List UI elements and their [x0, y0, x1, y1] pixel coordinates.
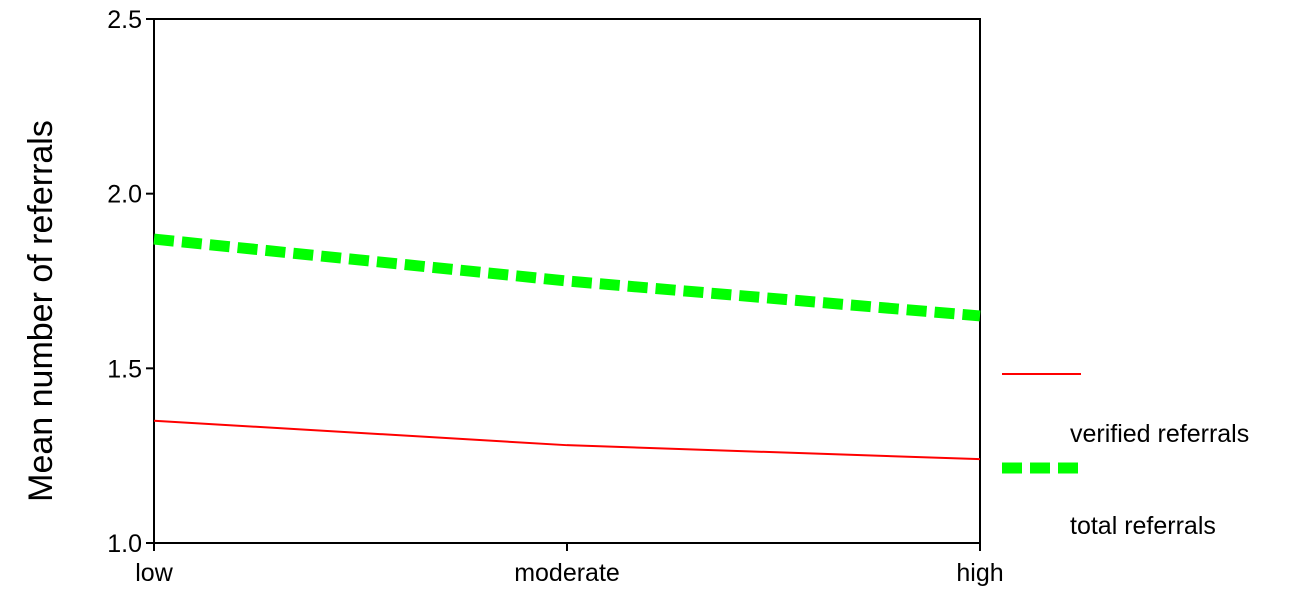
series-layer: [153, 233, 981, 461]
y-tick-label: 1.0: [107, 530, 142, 558]
legend-label-1: verified referrals: [1070, 420, 1249, 448]
y-axis: 1.0 1.5 2.0 2.5: [107, 6, 154, 558]
x-tick-label: high: [956, 559, 1003, 587]
y-tick-label: 2.5: [107, 6, 142, 34]
x-tick-label: moderate: [514, 559, 620, 587]
y-tick-label: 2.0: [107, 181, 142, 209]
series-line-2: [153, 233, 981, 322]
y-tick-label: 1.5: [107, 355, 142, 383]
plot-area-frame: [153, 18, 981, 544]
series-line-1: [153, 419, 981, 461]
x-axis: low moderate high: [135, 543, 1004, 587]
y-axis-title: Mean number of referrals: [22, 120, 60, 502]
x-tick-label: low: [135, 559, 173, 587]
legend: verified referrals total referrals: [1002, 373, 1249, 540]
legend-label-2: total referrals: [1070, 512, 1216, 540]
